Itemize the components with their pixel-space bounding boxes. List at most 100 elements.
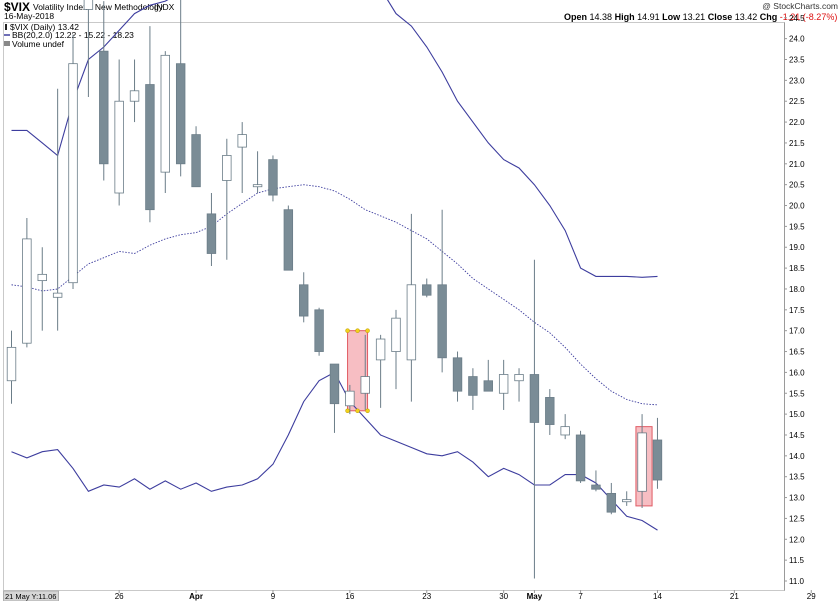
candle (237, 122, 247, 194)
candle (6, 330, 17, 404)
ohlc-readout: Open 14.38 High 14.91 Low 13.21 Close 13… (564, 12, 837, 22)
candle (52, 88, 63, 331)
candle-body (560, 426, 570, 436)
y-tick-label: 19.0 (789, 243, 805, 252)
y-tick-label: 11.5 (789, 556, 805, 565)
y-tick-label: 12.0 (789, 535, 805, 544)
candle (252, 151, 263, 194)
y-axis: 11.0 11.5 12.0 12.5 13.0 13.5 14.0 14.5 15.0 15.5… (784, 0, 805, 586)
svg-text:Open 14.38 High 14.91 Low 13.2: Open 14.38 High 14.91 Low 13.21 Close 13… (564, 12, 837, 22)
candle (22, 218, 32, 348)
y-tick-label: 25.0 (789, 0, 805, 2)
candle (68, 34, 78, 289)
candle (575, 430, 586, 483)
symbol-label: $VIX (4, 0, 30, 14)
candle-body (314, 309, 324, 352)
candle (406, 213, 417, 402)
candle-body (652, 439, 663, 481)
candle-body (283, 209, 294, 271)
candle (498, 359, 509, 410)
bb-middle-band (11, 184, 658, 406)
candle-body (37, 273, 47, 282)
candle (422, 278, 432, 298)
candle-body (483, 380, 493, 392)
candle (129, 59, 140, 123)
y-tick-label: 17.0 (789, 327, 805, 336)
y-tick-label: 18.5 (789, 264, 805, 273)
candle-body (375, 338, 386, 361)
y-tick-label: 17.5 (789, 306, 805, 315)
y-tick-label: 18.0 (789, 285, 805, 294)
plot-area (3, 22, 785, 591)
candle (591, 470, 601, 492)
candle-body (329, 363, 340, 405)
candle (299, 272, 309, 323)
y-tick-label: 16.5 (789, 348, 805, 357)
y-tick-label: 13.5 (789, 473, 805, 482)
candle-body (6, 346, 17, 382)
candle (622, 491, 632, 506)
selection-handle (345, 328, 350, 333)
x-tick-label: 14 (653, 592, 662, 601)
instrument-name: Volatility Index - New Methodology (33, 2, 164, 12)
x-tick-label: 9 (271, 592, 276, 601)
y-tick-label: 13.0 (789, 494, 805, 503)
candle (83, 0, 94, 98)
candle-body (622, 499, 632, 503)
candle (375, 334, 386, 408)
range-box (3, 590, 59, 601)
candle (452, 351, 463, 402)
selection-handle (355, 408, 360, 414)
x-axis: 26 Apr 9 16 23 30 May 7 14 21 29 (115, 590, 816, 601)
candle (114, 59, 124, 206)
candle-body (237, 134, 247, 148)
chart-date: 16-May-2018 (4, 11, 54, 21)
candle-body (252, 184, 263, 188)
candle-body (452, 357, 463, 392)
candles (6, 0, 663, 579)
candle (160, 51, 171, 194)
candle (345, 384, 355, 415)
high-label: High (615, 12, 635, 22)
y-tick-label: 15.0 (789, 410, 805, 419)
candle-body (575, 434, 586, 482)
candle-body (437, 284, 447, 359)
candle (99, 1, 109, 181)
x-tick-label: May (527, 592, 543, 601)
low-label: Low (662, 12, 681, 22)
close-value: 13.42 (735, 12, 758, 22)
y-tick-label: 19.5 (789, 222, 805, 231)
candle-body (591, 484, 601, 490)
candle (329, 363, 340, 433)
candle-body (52, 292, 63, 298)
candle (314, 307, 324, 356)
y-tick-label: 22.5 (789, 97, 805, 106)
y-tick-label: 16.0 (789, 368, 805, 377)
x-tick-label: 7 (578, 592, 583, 601)
candle (652, 417, 663, 489)
candle-body (514, 374, 524, 382)
selection-handle (365, 328, 370, 333)
candle (360, 334, 370, 410)
x-tick-label: 29 (807, 592, 816, 601)
candle-body (129, 90, 140, 102)
y-tick-label: 23.5 (789, 56, 805, 65)
y-tick-label: 12.5 (789, 514, 805, 523)
candle-body (222, 155, 232, 181)
candle-body (206, 213, 217, 254)
open-value: 14.38 (590, 12, 613, 22)
candle (483, 359, 493, 392)
chg-value: -1.21 (-8.27%) (780, 12, 838, 22)
y-tick-label: 23.0 (789, 76, 805, 85)
candle-body (637, 432, 647, 492)
candle (37, 247, 47, 331)
x-tick-label: 26 (115, 592, 124, 601)
selection-handle (365, 408, 370, 414)
candle-body (299, 284, 309, 317)
candle-body (114, 100, 124, 194)
candle-body (360, 376, 370, 394)
candle-body (606, 492, 617, 513)
candle (145, 26, 155, 223)
close-label: Close (708, 12, 733, 22)
